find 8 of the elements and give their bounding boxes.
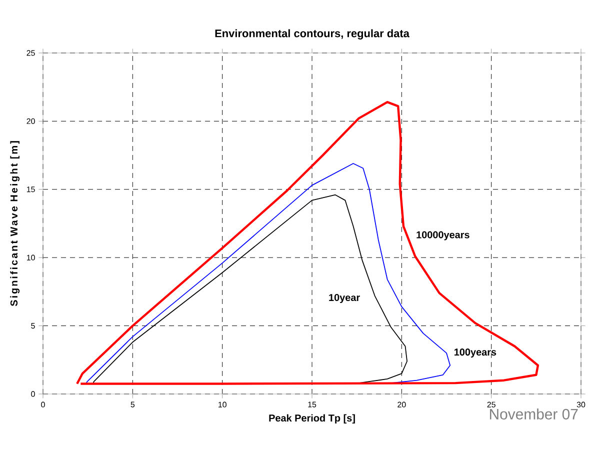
text: November 07: [490, 408, 578, 420]
line-series: [76, 100, 540, 385]
series-label: 100years: [454, 348, 496, 358]
y-axis-title: Significant Wave Height [m]: [10, 141, 20, 306]
x-axis-title: Peak Period Tp [s]: [269, 414, 355, 424]
series-label: 10000years: [416, 231, 470, 240]
chart-title: Environmental contours, regular data: [215, 29, 410, 40]
series-label: 10year: [329, 294, 360, 304]
